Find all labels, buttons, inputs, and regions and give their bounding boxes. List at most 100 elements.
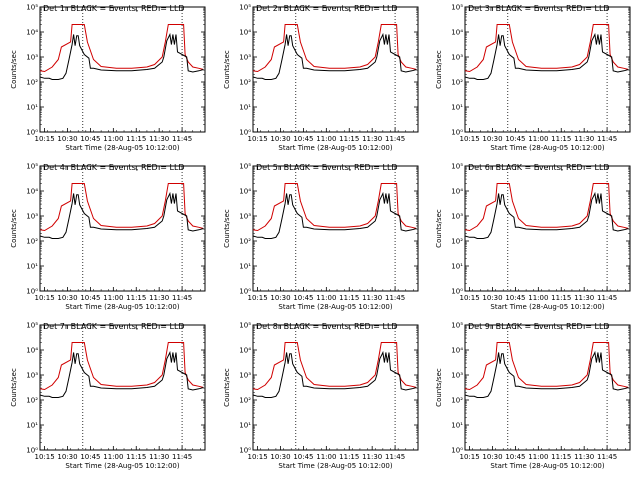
series-line-lld bbox=[39, 342, 204, 391]
x-tick-label: 11:30 bbox=[574, 135, 594, 143]
x-tick-label: 10:15 bbox=[34, 294, 54, 302]
series-line-lld bbox=[252, 342, 417, 391]
x-tick-label: 11:45 bbox=[597, 453, 617, 461]
panel: Det 7r BLACK = Events, RED = LLD 10⁰ 10¹ 10… bbox=[10, 322, 206, 470]
series-line-events bbox=[252, 32, 417, 80]
y-tick-label: 10⁰ bbox=[239, 129, 251, 137]
y-tick-label: 10³ bbox=[451, 54, 463, 62]
x-tick-label: 11:45 bbox=[172, 294, 192, 302]
panel-title: Det 7r BLACK = Events, RED = LLD bbox=[43, 322, 185, 331]
series-line-lld bbox=[39, 24, 204, 73]
x-axis-label: Start Time (28-Aug-05 10:12:00) bbox=[65, 462, 179, 470]
y-tick-label: 10³ bbox=[239, 54, 251, 62]
y-axis-label: Counts/sec bbox=[435, 50, 443, 89]
x-tick-label: 11:00 bbox=[316, 135, 336, 143]
panel: Det 1r BLACK = Events, RED = LLD 10⁰ 10¹ 10… bbox=[10, 4, 206, 152]
x-tick-label: 10:30 bbox=[482, 453, 502, 461]
x-tick-label: 10:30 bbox=[270, 453, 290, 461]
y-tick-label: 10⁵ bbox=[26, 163, 38, 171]
x-tick-label: 11:15 bbox=[551, 453, 571, 461]
y-tick-label: 10¹ bbox=[26, 104, 38, 112]
y-tick-label: 10⁵ bbox=[451, 322, 463, 330]
y-tick-label: 10⁰ bbox=[26, 447, 38, 455]
y-tick-label: 10¹ bbox=[239, 104, 251, 112]
y-tick-label: 10⁴ bbox=[451, 29, 463, 37]
y-tick-label: 10³ bbox=[239, 372, 251, 380]
series-line-lld bbox=[464, 183, 629, 232]
x-tick-label: 11:00 bbox=[528, 294, 548, 302]
x-axis-label: Start Time (28-Aug-05 10:12:00) bbox=[278, 462, 392, 470]
series-line-events bbox=[252, 191, 417, 239]
y-tick-label: 10¹ bbox=[451, 422, 463, 430]
y-tick-label: 10² bbox=[26, 238, 38, 246]
y-tick-label: 10⁵ bbox=[239, 4, 251, 12]
y-axis-label: Counts/sec bbox=[10, 368, 18, 407]
y-tick-label: 10¹ bbox=[26, 422, 38, 430]
y-tick-label: 10⁴ bbox=[26, 347, 38, 355]
y-tick-label: 10⁴ bbox=[26, 188, 38, 196]
plot-frame bbox=[464, 6, 631, 133]
x-tick-label: 10:30 bbox=[57, 135, 77, 143]
panel-title: Det 9r BLACK = Events, RED = LLD bbox=[468, 322, 610, 331]
x-tick-label: 11:45 bbox=[172, 453, 192, 461]
y-tick-label: 10² bbox=[451, 397, 463, 405]
x-tick-label: 10:15 bbox=[247, 135, 267, 143]
series-line-events bbox=[464, 350, 629, 398]
panel: Det 6r BLACK = Events, RED = LLD 10⁰ 10¹ 10… bbox=[435, 163, 631, 311]
panel: Det 2r BLACK = Events, RED = LLD 10⁰ 10¹ 10… bbox=[223, 4, 419, 152]
panel: Det 9r BLACK = Events, RED = LLD 10⁰ 10¹ 10… bbox=[435, 322, 631, 470]
x-axis-label: Start Time (28-Aug-05 10:12:00) bbox=[278, 144, 392, 152]
panel: Det 5r BLACK = Events, RED = LLD 10⁰ 10¹ 10… bbox=[223, 163, 419, 311]
x-tick-label: 11:45 bbox=[597, 135, 617, 143]
x-tick-label: 11:00 bbox=[316, 294, 336, 302]
y-axis-label: Counts/sec bbox=[223, 209, 231, 248]
y-tick-label: 10⁵ bbox=[451, 4, 463, 12]
panel-title: Det 2r BLACK = Events, RED = LLD bbox=[256, 4, 398, 13]
y-tick-label: 10¹ bbox=[239, 422, 251, 430]
y-tick-label: 10⁵ bbox=[451, 163, 463, 171]
x-tick-label: 11:15 bbox=[126, 135, 146, 143]
plot-frame bbox=[252, 165, 419, 292]
x-tick-label: 11:15 bbox=[339, 294, 359, 302]
x-tick-label: 11:30 bbox=[149, 294, 169, 302]
x-tick-label: 10:45 bbox=[80, 294, 100, 302]
y-tick-label: 10² bbox=[239, 79, 251, 87]
x-axis-label: Start Time (28-Aug-05 10:12:00) bbox=[490, 144, 604, 152]
x-tick-label: 10:30 bbox=[482, 135, 502, 143]
y-axis-label: Counts/sec bbox=[223, 368, 231, 407]
plot-frame bbox=[39, 165, 206, 292]
x-tick-label: 10:15 bbox=[34, 135, 54, 143]
y-tick-label: 10⁰ bbox=[451, 447, 463, 455]
x-tick-label: 11:30 bbox=[362, 294, 382, 302]
panel-title: Det 3r BLACK = Events, RED = LLD bbox=[468, 4, 610, 13]
series-line-events bbox=[464, 32, 629, 80]
series-line-events bbox=[39, 191, 204, 239]
series-line-lld bbox=[252, 183, 417, 232]
x-tick-label: 11:15 bbox=[339, 135, 359, 143]
x-tick-label: 10:30 bbox=[270, 294, 290, 302]
panel: Det 3r BLACK = Events, RED = LLD 10⁰ 10¹ 10… bbox=[435, 4, 631, 152]
plot-frame bbox=[252, 6, 419, 133]
y-tick-label: 10⁵ bbox=[26, 322, 38, 330]
panel-title: Det 8r BLACK = Events, RED = LLD bbox=[256, 322, 398, 331]
y-tick-label: 10⁴ bbox=[451, 188, 463, 196]
x-axis-label: Start Time (28-Aug-05 10:12:00) bbox=[490, 462, 604, 470]
x-tick-label: 10:15 bbox=[247, 453, 267, 461]
plot-frame bbox=[464, 324, 631, 451]
x-tick-label: 11:00 bbox=[316, 453, 336, 461]
series-line-lld bbox=[464, 342, 629, 391]
x-tick-label: 11:00 bbox=[528, 453, 548, 461]
panel-title: Det 1r BLACK = Events, RED = LLD bbox=[43, 4, 185, 13]
x-axis-label: Start Time (28-Aug-05 10:12:00) bbox=[490, 303, 604, 311]
series-line-events bbox=[252, 350, 417, 398]
y-tick-label: 10³ bbox=[26, 54, 38, 62]
y-tick-label: 10¹ bbox=[239, 263, 251, 271]
x-tick-label: 10:30 bbox=[482, 294, 502, 302]
y-tick-label: 10⁴ bbox=[26, 29, 38, 37]
x-tick-label: 10:15 bbox=[34, 453, 54, 461]
x-tick-label: 11:45 bbox=[597, 294, 617, 302]
y-tick-label: 10² bbox=[451, 238, 463, 246]
y-axis-label: Counts/sec bbox=[435, 209, 443, 248]
x-tick-label: 10:30 bbox=[270, 135, 290, 143]
